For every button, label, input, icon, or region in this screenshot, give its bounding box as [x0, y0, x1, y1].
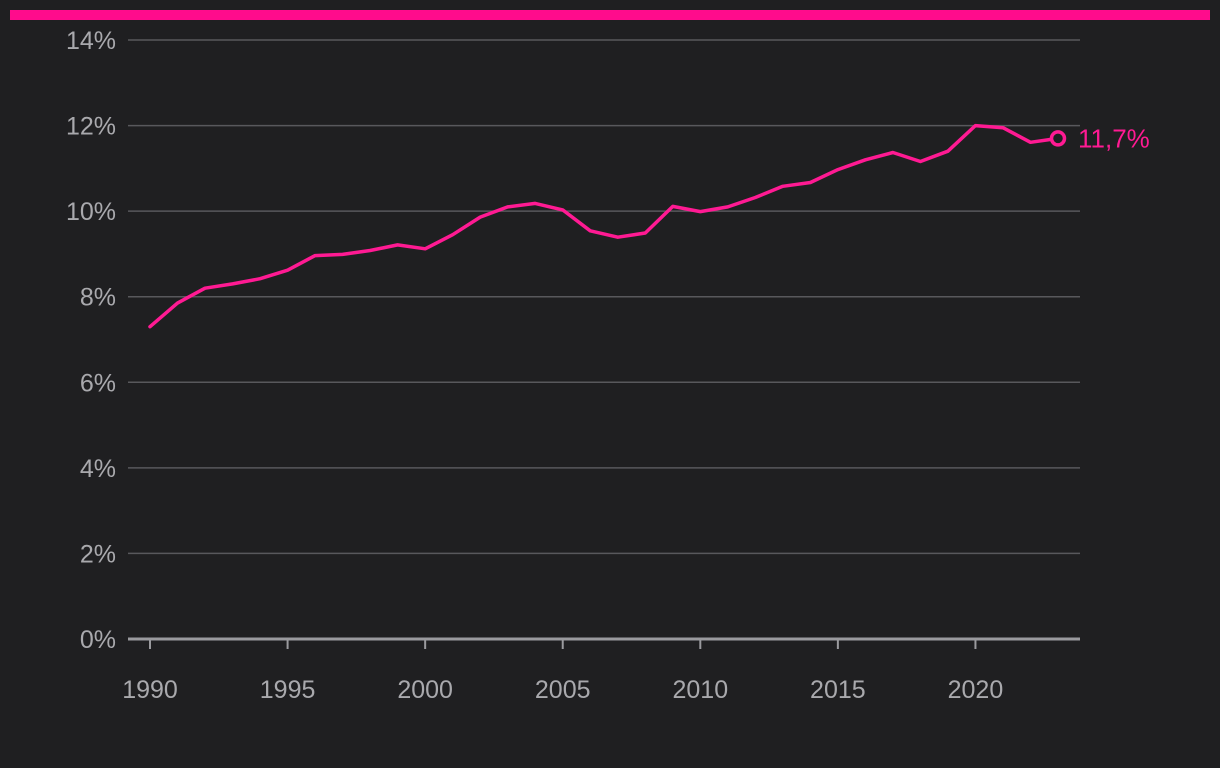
y-tick-label: 12% — [66, 113, 116, 141]
x-tick-label: 2020 — [948, 676, 1004, 704]
y-tick-label: 2% — [80, 540, 116, 568]
series-layer — [148, 123, 1067, 329]
y-tick-label: 0% — [80, 626, 116, 654]
end-value-label: 11,7% — [1078, 123, 1150, 153]
x-tick-label: 1990 — [122, 676, 178, 704]
y-tick-label: 8% — [80, 284, 116, 312]
accent-bar — [10, 10, 1210, 20]
x-tick-label: 2015 — [810, 676, 866, 704]
x-tick-label: 2000 — [397, 676, 453, 704]
end-point-marker — [1049, 130, 1067, 147]
y-tick-label: 4% — [80, 455, 116, 483]
x-tick-label: 2005 — [535, 676, 591, 704]
x-tick-label: 2010 — [672, 676, 728, 704]
y-tick-label: 6% — [80, 369, 116, 397]
series-line — [148, 123, 1060, 329]
x-axis: 1990 1995 2000 2005 2010 2015 2020 — [122, 637, 1080, 704]
x-tick-label: 1995 — [260, 676, 316, 704]
y-tick-label: 14% — [66, 27, 116, 55]
grid-lines — [128, 39, 1080, 555]
y-tick-label: 10% — [66, 198, 116, 226]
y-axis-ticks: 0% 2% 4% 6% 8% 10% 12% 14% — [66, 27, 116, 654]
